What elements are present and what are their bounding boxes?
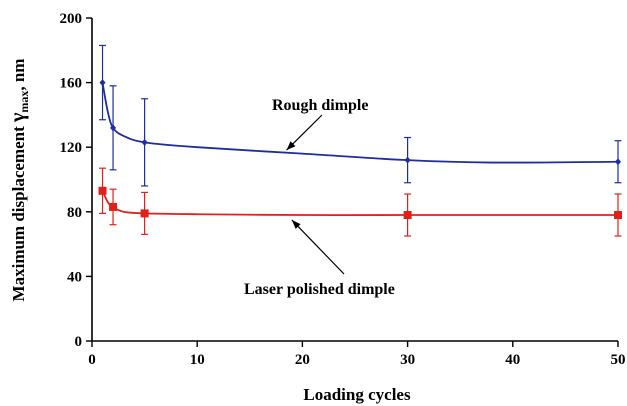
y-tick-label: 200 (60, 11, 83, 27)
series-1 (98, 167, 622, 237)
y-tick-label: 0 (75, 334, 83, 350)
annotation-rough-dimple: Rough dimple (272, 97, 368, 114)
series-line (101, 190, 618, 216)
data-point (403, 211, 412, 220)
data-point (141, 138, 148, 146)
y-tick-label: 80 (67, 205, 82, 221)
x-tick-label: 40 (505, 352, 520, 368)
data-point (109, 202, 118, 211)
annotation-layer: Rough dimple Laser polished dimple (244, 97, 395, 298)
y-tick-label: 160 (60, 76, 83, 92)
annotation-arrow-rough-head (286, 141, 296, 151)
x-tick-label: 50 (611, 352, 626, 368)
data-point (140, 209, 149, 218)
x-tick-label: 0 (88, 352, 96, 368)
y-axis-title-main: Maximum displacement (9, 122, 28, 301)
y-axis-title: Maximum displacement γmax, nm (7, 59, 31, 302)
y-axis-title-symbol: γ (7, 112, 29, 123)
y-axis-title-subscript: max (17, 91, 31, 113)
data-point (110, 124, 117, 132)
series-line (101, 82, 619, 164)
y-tick-label: 40 (67, 269, 82, 285)
x-axis-title: Loading cycles (303, 385, 411, 404)
axes: 0 40 80 120 160 200 0 10 20 30 40 50 (60, 11, 626, 368)
data-point (615, 158, 621, 166)
series-0 (99, 44, 622, 187)
x-tick-label: 30 (400, 352, 415, 368)
annotation-laser-polished-dimple: Laser polished dimple (244, 281, 395, 298)
annotation-arrow-laser-head (291, 220, 301, 229)
data-point (99, 79, 106, 87)
data-point (404, 156, 411, 164)
y-axis-title-unit: , nm (9, 59, 28, 91)
x-tick-label: 10 (190, 352, 205, 368)
data-point (614, 211, 622, 220)
data-point (98, 186, 107, 195)
series-layer (98, 44, 622, 237)
annotation-arrow-laser (291, 219, 345, 275)
x-tick-label: 20 (295, 352, 310, 368)
y-tick-label: 120 (60, 140, 83, 156)
